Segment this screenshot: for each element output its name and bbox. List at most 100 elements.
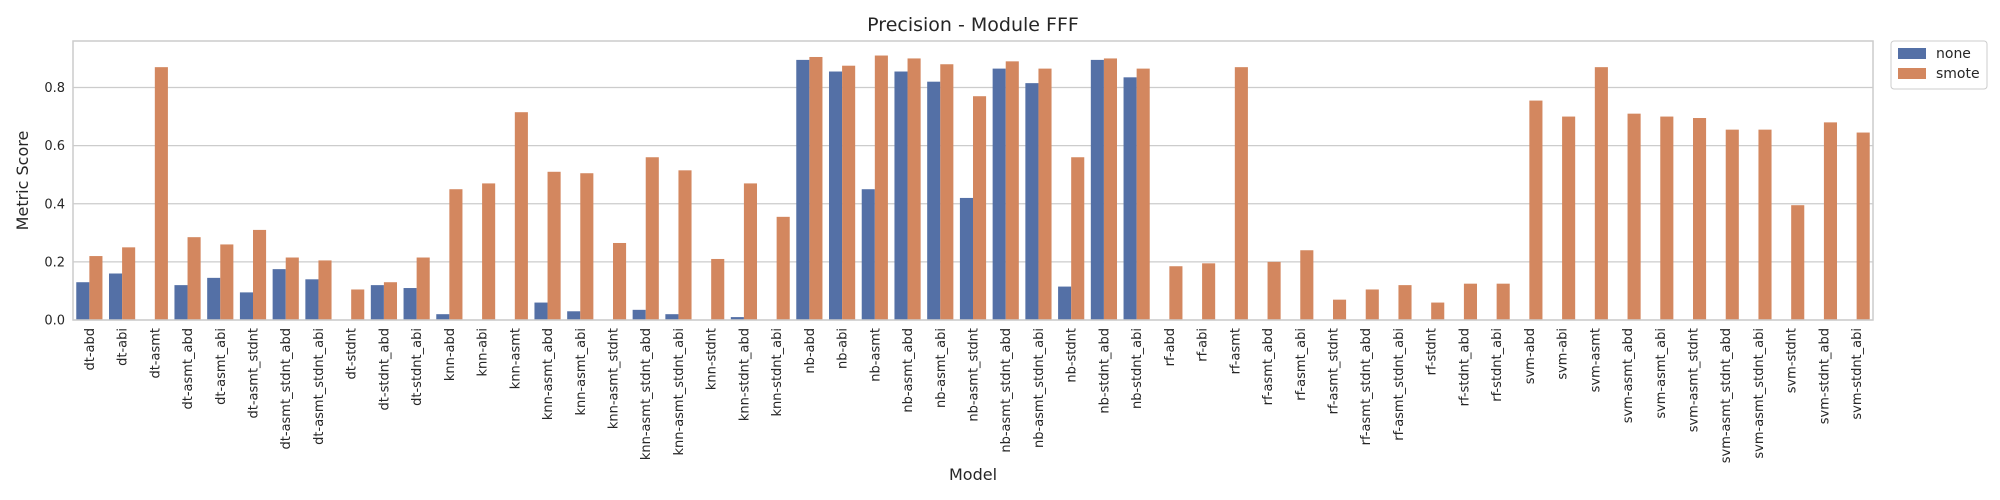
x-tick-label: nb-abi xyxy=(836,328,851,369)
x-tick-label: knn-asmt xyxy=(508,328,523,389)
bar-none-nb-asmt_stdnt_abi xyxy=(1025,83,1039,320)
y-axis-label: Metric Score xyxy=(13,131,32,231)
bar-smote-svm-asmt_stdnt xyxy=(1693,118,1707,320)
x-tick-label: nb-asmt_abd xyxy=(901,328,916,413)
bar-smote-knn-asmt_stdnt_abd xyxy=(645,157,659,320)
x-tick-label: svm-stdnt_abd xyxy=(1817,328,1832,424)
x-tick-label: knn-asmt_abi xyxy=(574,328,589,416)
legend: none smote xyxy=(1890,40,1988,90)
bar-none-knn-asmt_stdnt_abi xyxy=(665,314,679,320)
bar-none-knn-asmt_abd xyxy=(534,302,548,320)
bar-smote-knn-abd xyxy=(449,189,463,320)
bar-smote-rf-asmt xyxy=(1234,67,1248,320)
bar-none-nb-asmt_abd xyxy=(894,71,908,320)
bar-smote-knn-asmt_abi xyxy=(580,173,594,320)
x-tick-label: knn-asmt_abd xyxy=(541,328,556,420)
y-tick-label: 0.2 xyxy=(44,255,65,270)
x-tick-label: rf-abi xyxy=(1196,328,1211,362)
x-tick-label: rf-asmt_stdnt_abi xyxy=(1392,328,1407,441)
x-tick-label: dt-asmt_stdnt_abi xyxy=(312,328,327,445)
y-tick-label: 0.4 xyxy=(44,197,65,212)
x-tick-label: rf-stdnt xyxy=(1425,328,1440,375)
x-tick-label: nb-asmt_stdnt_abi xyxy=(1032,328,1047,448)
x-tick-label: dt-abi xyxy=(116,328,131,366)
bar-none-dt-abd xyxy=(76,282,90,320)
bar-none-knn-asmt_abi xyxy=(567,311,581,320)
x-tick-label: svm-asmt xyxy=(1588,328,1603,392)
x-tick-label: knn-abi xyxy=(476,328,491,377)
bar-none-nb-stdnt xyxy=(1058,286,1072,320)
x-tick-label: knn-asmt_stdnt_abd xyxy=(639,328,654,460)
x-tick-label: dt-stdnt_abd xyxy=(377,328,392,410)
bar-smote-dt-asmt_stdnt_abi xyxy=(318,260,332,320)
bar-smote-rf-stdnt_abi xyxy=(1496,283,1510,320)
bar-smote-dt-asmt_abd xyxy=(187,237,201,320)
bar-smote-dt-stdnt_abi xyxy=(416,257,430,320)
bar-smote-dt-asmt_stdnt_abd xyxy=(285,257,299,320)
x-tick-label: svm-abd xyxy=(1523,328,1538,384)
bar-smote-knn-asmt xyxy=(514,112,528,320)
bar-smote-nb-stdnt xyxy=(1071,157,1085,320)
chart-title: Precision - Module FFF xyxy=(867,14,1079,36)
bar-none-dt-asmt_stdnt_abi xyxy=(305,279,319,320)
y-axis-ticks: 0.0 0.2 0.4 0.6 0.8 xyxy=(44,81,65,329)
x-tick-label: nb-stdnt_abd xyxy=(1097,328,1112,414)
x-tick-label: rf-asmt_abd xyxy=(1261,328,1276,405)
x-tick-label: rf-stdnt_abi xyxy=(1490,328,1505,402)
x-tick-label: knn-asmt_stdnt xyxy=(607,328,622,429)
bar-smote-svm-asmt_stdnt_abd xyxy=(1725,129,1739,320)
x-tick-label: svm-asmt_abi xyxy=(1654,328,1669,419)
x-tick-label: dt-abd xyxy=(83,328,98,371)
bar-none-nb-asmt_stdnt xyxy=(959,197,973,320)
bar-smote-dt-asmt_stdnt xyxy=(253,229,267,320)
x-axis-label: Model xyxy=(949,465,997,484)
bar-smote-dt-asmt_abi xyxy=(220,244,234,320)
x-tick-label: svm-asmt_abd xyxy=(1621,328,1636,423)
x-tick-label: svm-stdnt xyxy=(1785,328,1800,393)
x-tick-label: knn-stdnt_abd xyxy=(737,328,752,421)
bar-smote-nb-abi xyxy=(842,65,856,320)
legend-label-smote: smote xyxy=(1936,66,1980,82)
bar-smote-rf-asmt_stdnt_abi xyxy=(1398,285,1412,320)
bar-smote-svm-abi xyxy=(1562,116,1576,320)
bar-smote-rf-asmt_stdnt xyxy=(1333,299,1347,320)
bar-smote-svm-stdnt xyxy=(1791,205,1805,320)
bar-smote-knn-stdnt_abi xyxy=(776,216,790,320)
bar-smote-dt-abi xyxy=(122,247,136,320)
bar-smote-nb-asmt_stdnt_abd xyxy=(1005,61,1019,320)
x-tick-label: svm-asmt_stdnt xyxy=(1687,328,1702,432)
x-tick-label: dt-asmt_stdnt xyxy=(247,328,262,419)
x-tick-label: dt-asmt_abd xyxy=(181,328,196,410)
bar-smote-rf-abi xyxy=(1202,263,1216,320)
x-tick-label: knn-asmt_stdnt_abi xyxy=(672,328,687,456)
bar-none-knn-asmt_stdnt_abd xyxy=(632,309,646,320)
x-tick-label: rf-asmt_stdnt xyxy=(1327,328,1342,414)
y-tick-label: 0.6 xyxy=(44,139,65,154)
x-tick-label: nb-stdnt_abi xyxy=(1130,328,1145,409)
bar-none-nb-asmt xyxy=(861,189,875,320)
bar-none-nb-asmt_abi xyxy=(927,81,941,320)
bar-smote-rf-asmt_stdnt_abd xyxy=(1365,289,1379,320)
y-tick-label: 0.0 xyxy=(44,314,65,329)
bar-none-dt-asmt_abd xyxy=(174,285,188,320)
x-tick-label: nb-stdnt xyxy=(1065,328,1080,383)
x-tick-label: rf-asmt_abi xyxy=(1294,328,1309,401)
bar-smote-nb-asmt xyxy=(874,55,888,320)
bar-none-knn-abd xyxy=(436,314,450,320)
x-tick-label: svm-asmt_stdnt_abi xyxy=(1752,328,1767,459)
bar-none-dt-asmt_abi xyxy=(207,277,221,320)
bar-smote-dt-stdnt_abd xyxy=(383,282,397,320)
x-tick-label: knn-abd xyxy=(443,328,458,381)
x-tick-label: nb-asmt_stdnt xyxy=(967,328,982,422)
x-tick-label: nb-abd xyxy=(803,328,818,374)
bar-none-nb-stdnt_abd xyxy=(1090,59,1104,320)
x-tick-label: nb-asmt_stdnt_abd xyxy=(999,328,1014,453)
bar-smote-nb-abd xyxy=(809,56,823,320)
x-tick-label: rf-abd xyxy=(1163,328,1178,366)
bar-none-dt-asmt_stdnt_abd xyxy=(272,269,286,320)
x-tick-label: rf-stdnt_abd xyxy=(1457,328,1472,406)
bar-smote-rf-stdnt_abd xyxy=(1463,283,1477,320)
bar-smote-svm-stdnt_abd xyxy=(1823,122,1837,320)
legend-swatch-smote xyxy=(1898,68,1926,79)
